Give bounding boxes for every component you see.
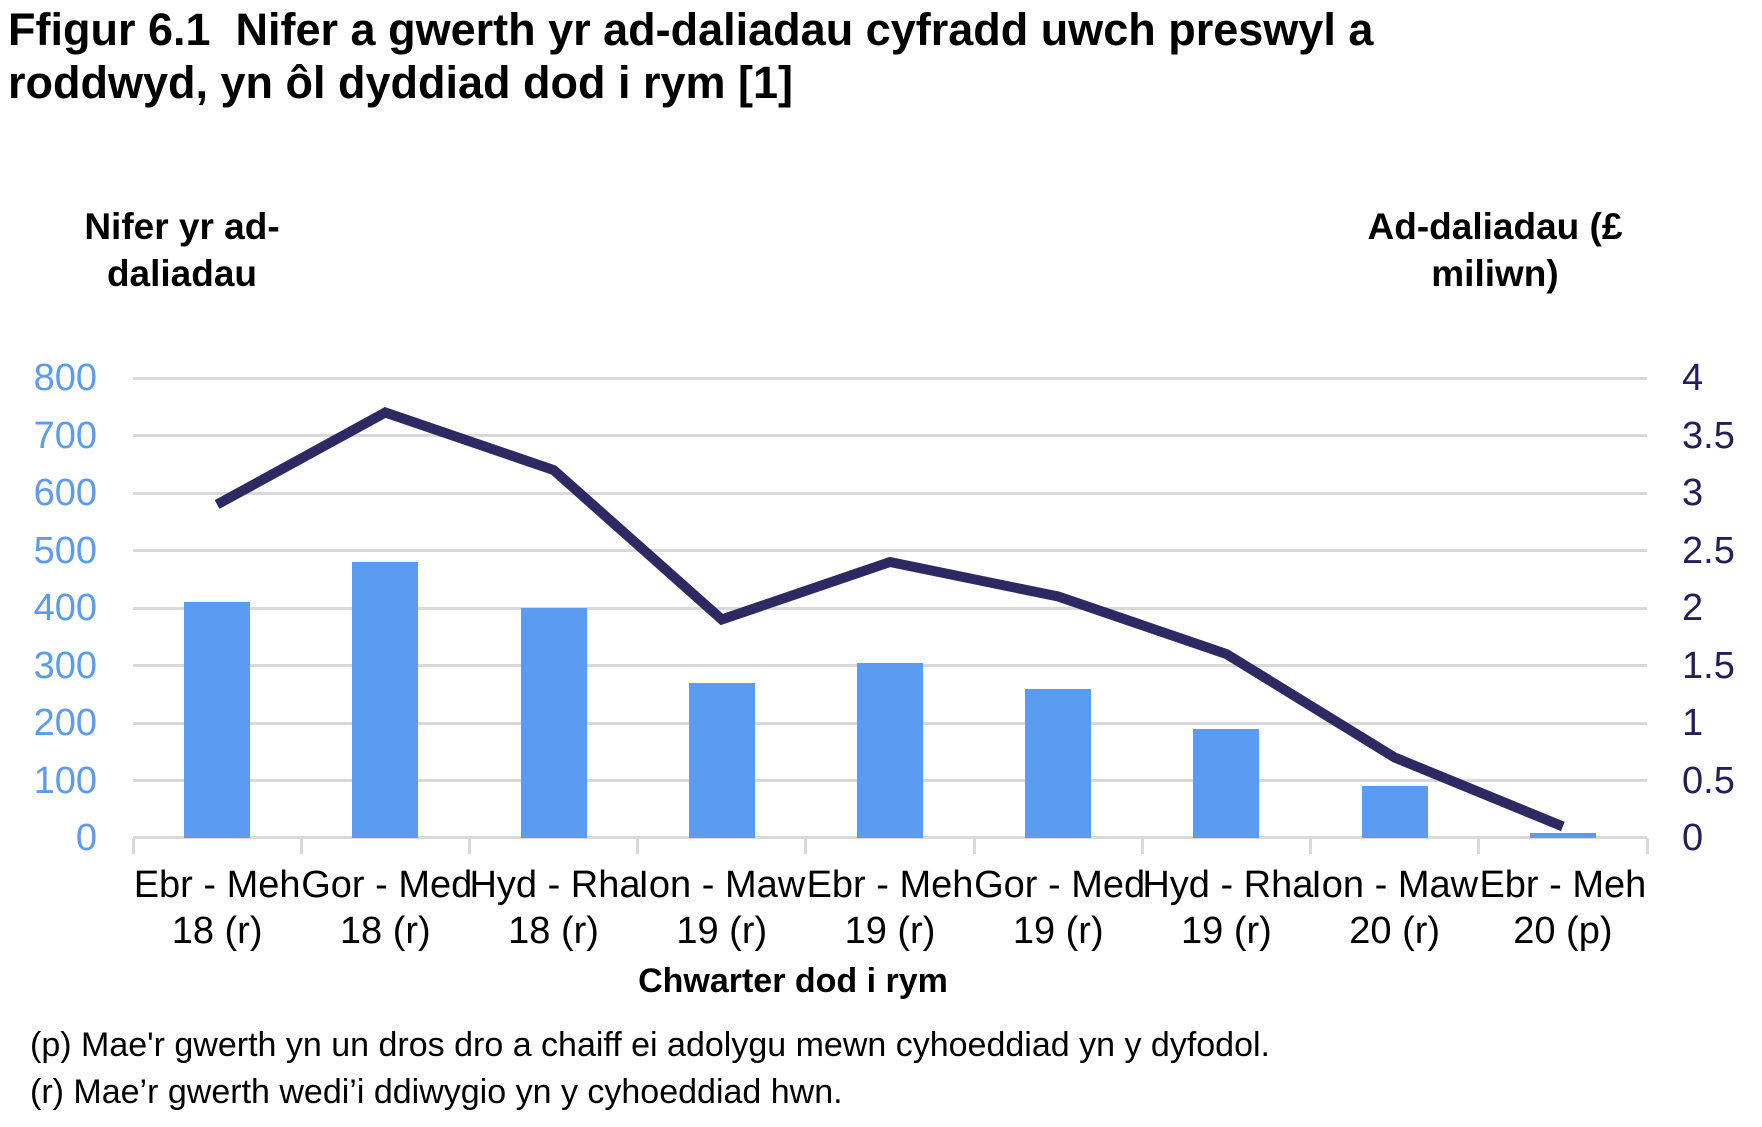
category-period: Hyd - Rha [1142, 864, 1314, 906]
category-period: Ebr - Meh [133, 864, 301, 906]
left-axis-title: Nifer yr ad- daliadau [27, 203, 337, 297]
category-period: Ion - Maw [1311, 864, 1479, 906]
left-axis-title-line2: daliadau [106, 253, 258, 294]
category-year: 18 (r) [508, 910, 599, 952]
category-period: Ion - Maw [638, 864, 806, 906]
x-axis-tick [636, 838, 640, 854]
category-period: Gor - Med [301, 864, 473, 906]
bar [1361, 786, 1428, 838]
left-tick-label: 400 [33, 587, 97, 629]
x-axis-tick [1477, 838, 1481, 854]
x-axis-tick [131, 838, 135, 854]
left-tick-label: 700 [33, 414, 97, 457]
category-year: 19 (r) [676, 910, 768, 952]
right-tick-label: 3 [1682, 472, 1704, 514]
category-label: Gor - Med 18 (r) [301, 862, 473, 954]
category-year: 19 (r) [844, 910, 936, 952]
category-year: 18 (r) [339, 910, 431, 952]
gridline [133, 549, 1647, 552]
right-axis-title-line2: miliwn) [1431, 253, 1559, 294]
left-tick-label: 800 [33, 357, 97, 399]
figure-title: Ffigur 6.1 Nifer a gwerth yr ad-daliadau… [8, 4, 1386, 108]
category-period: Hyd - Rha [469, 864, 641, 906]
bar [352, 562, 419, 838]
footnote-p: (p) Mae'r gwerth yn un dros dro a chaiff… [30, 1026, 1270, 1064]
right-tick-label: 4 [1682, 357, 1704, 399]
bar [520, 608, 587, 838]
bar [688, 682, 755, 838]
right-tick-label: 2.5 [1682, 529, 1735, 572]
bar [857, 662, 923, 838]
bar [1529, 833, 1596, 838]
category-label: Ion - Maw 20 (r) [1311, 862, 1479, 954]
category-label: Ion - Maw 19 (r) [638, 862, 806, 954]
bar [184, 602, 251, 838]
plot-area [131, 376, 1649, 854]
right-tick-label: 0.5 [1682, 759, 1735, 802]
right-tick-label: 3.5 [1682, 414, 1735, 457]
bar [1025, 688, 1092, 838]
gridline [133, 376, 1647, 380]
right-axis-title: Ad-daliadau (£ miliwn) [1340, 203, 1650, 297]
x-axis-tick [467, 838, 471, 854]
category-label: Ebr - Meh 19 (r) [806, 862, 974, 954]
gridline [133, 606, 1647, 610]
left-tick-label: 300 [33, 644, 97, 687]
gridline [133, 434, 1647, 437]
line-series [214, 407, 1565, 832]
x-axis-tick [299, 838, 303, 854]
category-label: Ebr - Meh 20 (p) [1479, 862, 1647, 954]
left-axis-title-line1: Nifer yr ad- [84, 206, 280, 247]
footnote-r: (r) Mae’r gwerth wedi’i ddiwygio yn y cy… [30, 1073, 843, 1111]
right-tick-label: 0 [1682, 817, 1704, 859]
category-year: 20 (r) [1349, 910, 1441, 952]
x-axis-tick [1645, 838, 1649, 854]
right-tick-label: 2 [1682, 587, 1704, 629]
x-axis-tick [804, 838, 808, 854]
left-tick-label: 600 [33, 472, 97, 514]
category-label: Hyd - Rha 19 (r) [1142, 862, 1314, 954]
bar [1193, 728, 1260, 838]
category-period: Ebr - Meh [1479, 864, 1647, 906]
category-label: Gor - Med 19 (r) [974, 862, 1146, 954]
right-axis-title-line1: Ad-daliadau (£ [1367, 206, 1623, 247]
left-tick-label: 0 [75, 817, 97, 859]
left-tick-label: 500 [33, 529, 97, 572]
category-label: Ebr - Meh 18 (r) [133, 862, 301, 954]
right-tick-label: 1 [1682, 702, 1704, 744]
category-year: 19 (r) [1012, 910, 1104, 952]
category-period: Ebr - Meh [806, 864, 974, 906]
footnotes: (p) Mae'r gwerth yn un dros dro a chaiff… [30, 1022, 1270, 1116]
x-axis-tick [1309, 838, 1313, 854]
left-tick-label: 100 [33, 759, 97, 802]
x-axis-title: Chwarter dod i rym [638, 962, 948, 1000]
category-period: Gor - Med [974, 864, 1146, 906]
left-tick-label: 200 [33, 702, 97, 744]
x-axis-tick [1140, 838, 1144, 854]
right-tick-label: 1.5 [1682, 644, 1735, 687]
category-label: Hyd - Rha 18 (r) [469, 862, 641, 954]
gridline [133, 491, 1647, 495]
category-year: 19 (r) [1181, 910, 1272, 952]
category-year: 20 (p) [1513, 910, 1613, 952]
category-year: 18 (r) [171, 910, 263, 952]
x-axis-tick [972, 838, 976, 854]
